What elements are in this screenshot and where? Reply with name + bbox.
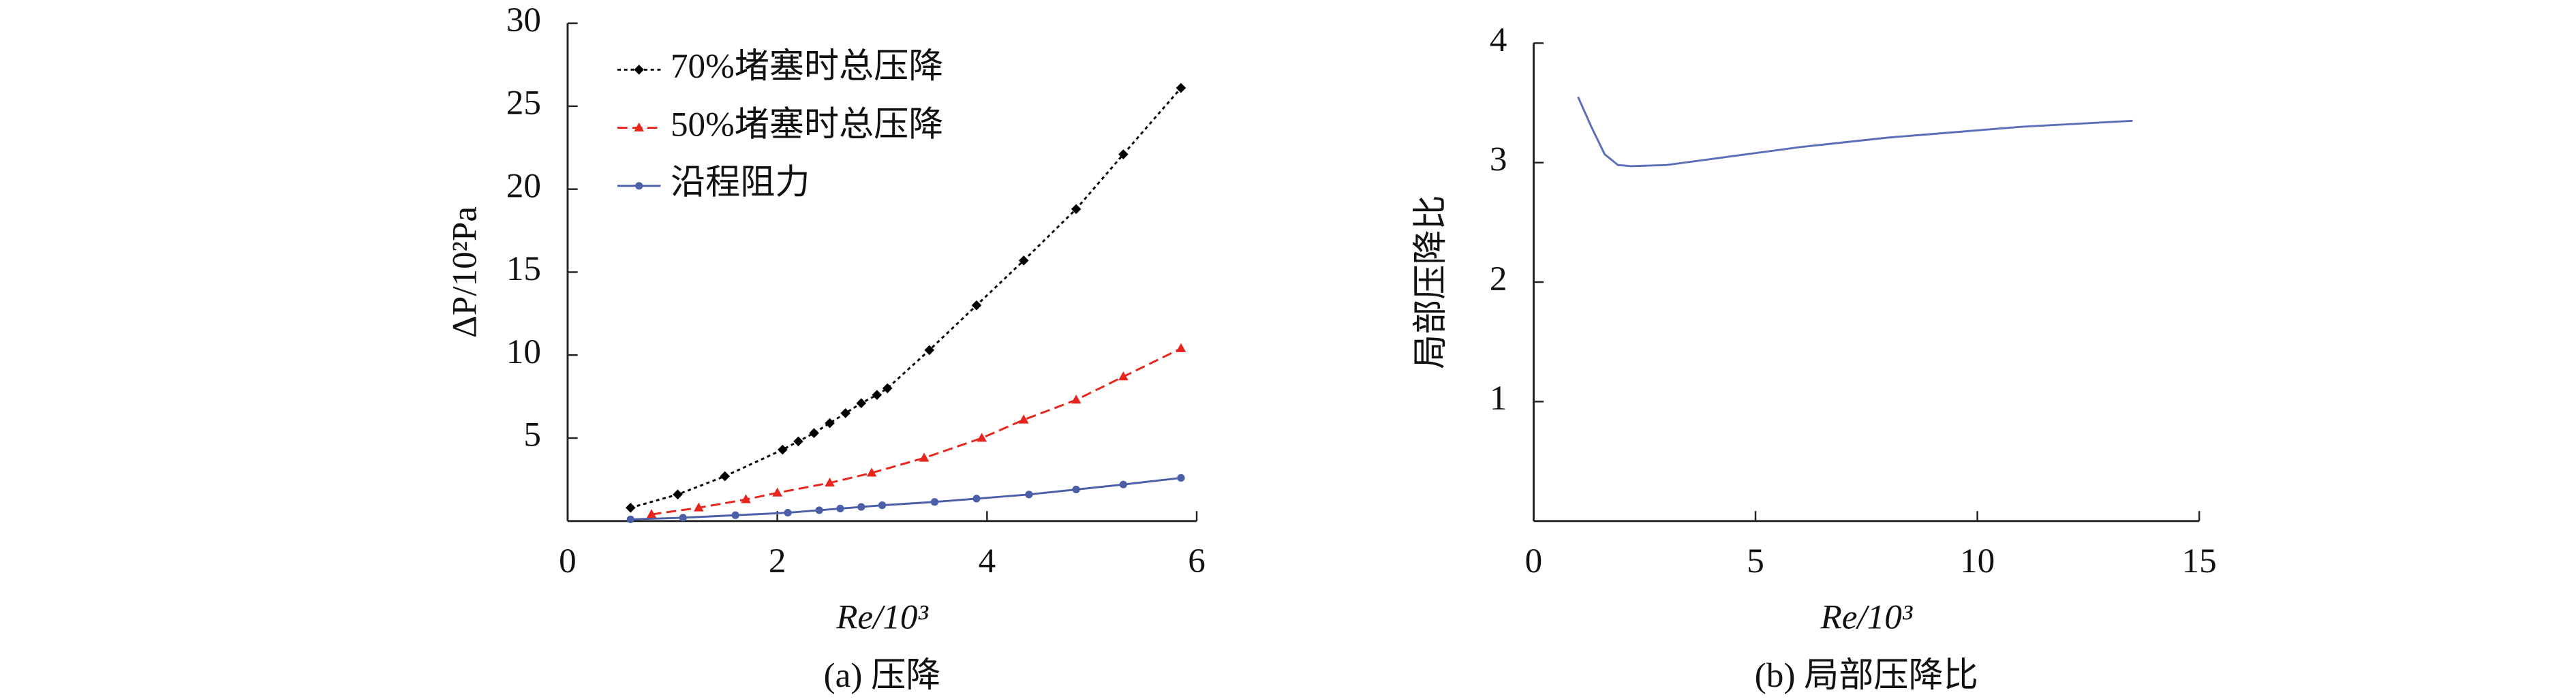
marker	[825, 418, 835, 429]
marker	[1177, 473, 1185, 482]
y-tick-label: 2	[1490, 260, 1507, 298]
marker	[793, 436, 803, 447]
y-tick-label: 30	[506, 1, 541, 40]
marker	[815, 506, 823, 514]
legend-marker	[634, 64, 644, 75]
marker	[1071, 204, 1082, 215]
x-tick-label: 0	[559, 542, 577, 580]
y-tick-label: 3	[1490, 140, 1507, 178]
series-line	[630, 87, 1182, 509]
marker	[1071, 394, 1082, 404]
x-tick-label: 2	[769, 542, 786, 580]
x-tick-label: 15	[2182, 542, 2217, 580]
series-line	[630, 477, 1182, 521]
series-line	[651, 347, 1182, 516]
marker	[840, 408, 850, 418]
marker	[977, 433, 987, 442]
y-axis-label: ΔP/10²Pa	[446, 206, 485, 338]
marker	[856, 398, 867, 409]
legend-marker	[634, 122, 644, 131]
legend-label: 70%堵塞时总压降	[671, 47, 943, 86]
caption: (a) 压降	[824, 656, 941, 695]
marker	[882, 383, 893, 394]
marker	[872, 390, 883, 400]
y-tick-label: 4	[1490, 20, 1507, 59]
x-axis-label: Re/10³	[1820, 598, 1913, 637]
marker	[866, 467, 877, 477]
x-tick-label: 10	[1960, 542, 1995, 580]
y-tick-label: 5	[523, 416, 541, 454]
marker	[625, 502, 636, 513]
marker	[679, 514, 687, 522]
marker	[720, 471, 731, 482]
marker	[1118, 149, 1129, 159]
marker	[1072, 485, 1080, 494]
marker	[972, 495, 981, 503]
marker	[784, 508, 792, 517]
marker	[836, 504, 844, 513]
x-tick-label: 5	[1747, 542, 1764, 580]
y-tick-label: 15	[506, 249, 541, 288]
marker	[1176, 343, 1186, 352]
marker	[825, 477, 835, 487]
y-tick-label: 25	[506, 84, 541, 123]
marker	[1118, 371, 1129, 381]
x-tick-label: 0	[1525, 542, 1543, 580]
marker	[809, 428, 819, 438]
marker	[1018, 414, 1029, 424]
x-tick-label: 4	[979, 542, 996, 580]
marker	[971, 300, 982, 311]
marker	[857, 503, 865, 511]
marker	[626, 515, 634, 523]
legend-label: 50%堵塞时总压降	[671, 105, 943, 144]
marker	[919, 452, 930, 462]
x-axis-label: Re/10³	[835, 598, 928, 637]
series-line	[1577, 96, 2133, 168]
marker	[741, 494, 751, 503]
marker	[924, 345, 935, 356]
marker	[1176, 82, 1186, 93]
marker	[878, 501, 887, 510]
caption: (b) 局部压降比	[1755, 656, 1978, 695]
marker	[646, 509, 657, 518]
marker	[1025, 491, 1033, 499]
marker	[693, 502, 704, 512]
marker	[772, 487, 782, 497]
legend-marker	[635, 182, 643, 190]
x-tick-label: 6	[1188, 542, 1206, 580]
marker	[731, 511, 739, 519]
legend-label: 沿程阻力	[671, 164, 810, 202]
marker	[778, 444, 788, 455]
marker	[1119, 480, 1127, 488]
y-tick-label: 1	[1490, 379, 1507, 418]
y-axis-label: 局部压降比	[1411, 195, 1450, 369]
marker	[673, 489, 683, 500]
marker	[930, 498, 939, 506]
y-tick-label: 10	[506, 332, 541, 371]
y-tick-label: 20	[506, 166, 541, 205]
